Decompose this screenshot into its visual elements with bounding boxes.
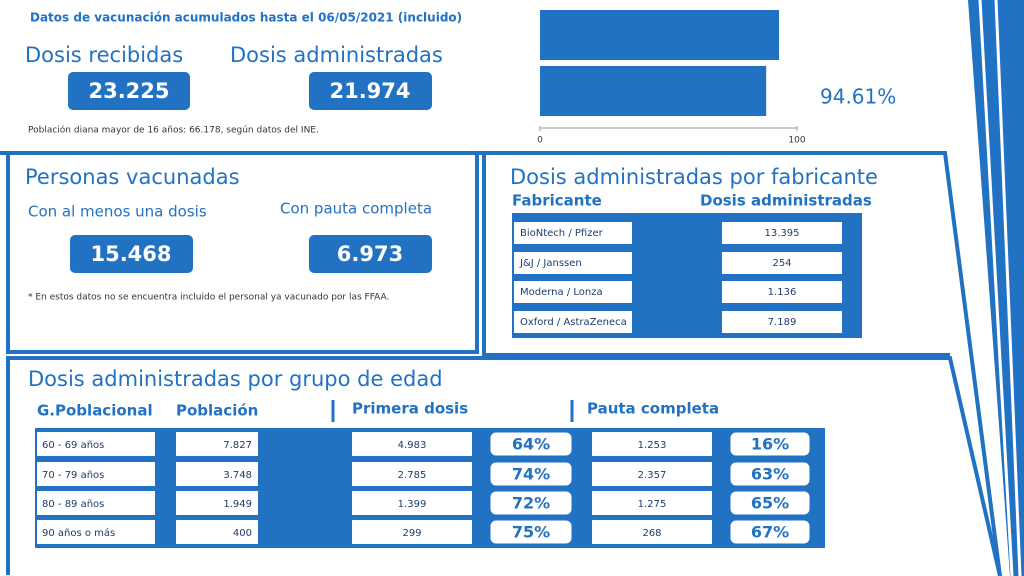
cell-text: 90 años o más [42,527,115,539]
cell-text: 4.983 [398,440,427,451]
cell [514,311,632,333]
x-tick-label: 100 [788,136,805,146]
label: Con al menos una dosis [28,203,207,221]
cell [722,311,842,333]
cell [722,281,842,303]
cell [514,252,632,274]
cell [176,491,258,515]
cell [176,432,258,456]
cell-text: 64% [512,435,550,454]
cell [592,520,712,544]
cell [592,432,712,456]
doses: 7.189 [768,317,797,328]
header: Dosis administradas [700,192,872,210]
value: 23.225 [88,79,169,103]
bar [540,10,780,60]
cell-text: 80 - 89 años [42,499,104,510]
header: Pauta completa [587,400,719,418]
cell [352,520,472,544]
manufacturer: J&J / Janssen [519,258,582,269]
cell-text: 72% [512,494,550,513]
cell [489,431,573,457]
cell-text: 2.785 [398,470,427,481]
cell-text: 67% [751,523,789,542]
cell [514,281,632,303]
cell-text: 7.827 [223,440,252,451]
title: Personas vacunadas [25,165,240,189]
cell-text: 65% [751,494,789,513]
cell-text: 74% [512,465,550,484]
annotation: 94.61% [820,85,896,109]
cell-text: 299 [402,528,421,539]
cell-text: 1.275 [638,499,667,510]
label: Dosis recibidas [25,43,183,67]
cell-text: 60 - 69 años [42,440,104,451]
label: Dosis administradas [230,43,443,67]
cell [37,462,155,486]
cell-text: 63% [751,465,789,484]
title: Dosis administradas por fabricante [510,165,878,189]
cell-text: 400 [233,528,252,539]
value: 21.974 [329,79,410,103]
cell-text: 75% [512,523,550,542]
cell-text: 1.399 [398,499,427,510]
cell-text: 2.357 [638,470,667,481]
cell-text: 16% [751,435,789,454]
note: Población diana mayor de 16 años: 66.178… [28,125,319,136]
cell [352,491,472,515]
cell [722,222,842,244]
cell-text: 70 - 79 años [42,470,104,481]
bar [540,66,767,116]
panel-borders [0,151,1002,576]
doses: 13.395 [765,228,800,239]
cell [514,222,632,244]
x-tick-label: 0 [537,136,543,146]
cell [176,520,258,544]
doses: 254 [772,258,791,269]
header: Primera dosis [352,400,468,418]
cell [37,520,155,544]
cell [722,252,842,274]
cell [729,519,811,545]
title: Dosis administradas por grupo de edad [28,367,443,391]
cell [729,490,811,516]
header: Población [176,402,258,420]
cell [592,462,712,486]
header: G.Poblacional [37,402,153,420]
cell-text: 1.949 [223,499,252,510]
doses: 1.136 [768,287,797,298]
cell [352,432,472,456]
value: 6.973 [337,242,403,266]
cell [37,432,155,456]
cell-text: 1.253 [638,440,667,451]
manufacturer: Oxford / AstraZeneca [520,317,627,328]
cell [37,491,155,515]
cell [352,462,472,486]
header-title: Datos de vacunación acumulados hasta el … [30,11,462,25]
cell [729,461,811,487]
note: * En estos datos no se encuentra incluid… [28,293,389,303]
manufacturer: Moderna / Lonza [520,287,603,298]
cell [176,462,258,486]
header: Fabricante [512,192,602,210]
cell [729,431,811,457]
manufacturer: BioNtech / Pfizer [520,228,604,239]
cell [489,490,573,516]
cell-text: 3.748 [223,470,252,481]
label: Con pauta completa [280,200,432,218]
cell [489,461,573,487]
cell [489,519,573,545]
cell [592,491,712,515]
cell-text: 268 [642,528,661,539]
value: 15.468 [90,242,171,266]
